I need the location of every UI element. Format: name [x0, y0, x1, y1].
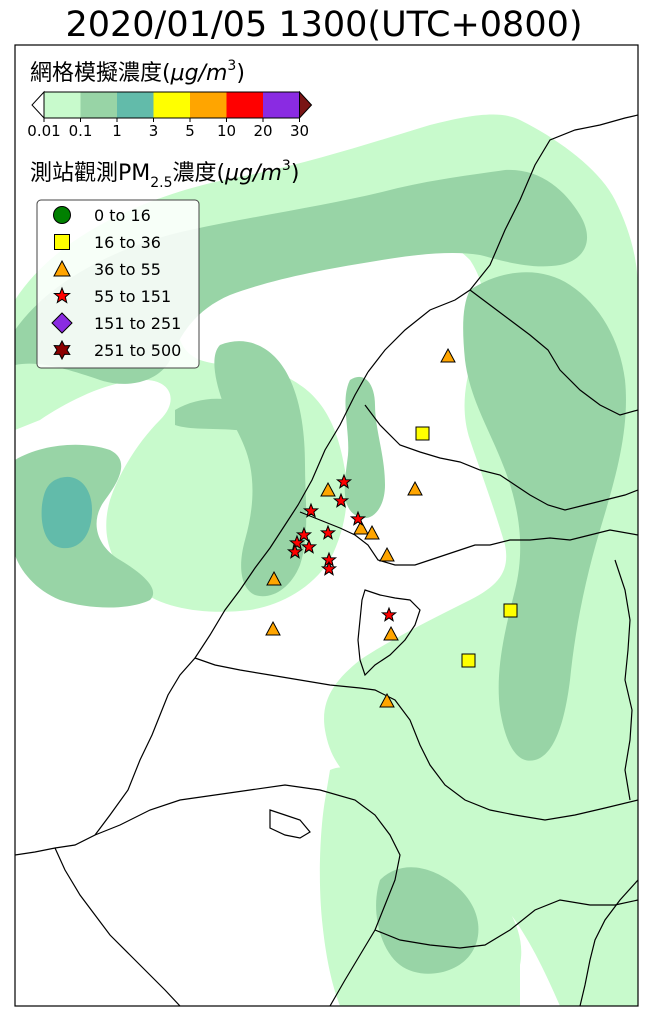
station-triangle [265, 620, 281, 636]
boundary-taoyuan-east [469, 289, 638, 416]
colorbar-tick-label: 0.01 [27, 122, 60, 140]
legend-marker-circle [53, 206, 71, 224]
legend-marker-triangle [53, 259, 71, 277]
boundaries [15, 114, 638, 1006]
grid-label: 網格模擬濃度(μg/m3) [30, 58, 245, 86]
colorbar-segment [44, 92, 81, 118]
legend-label: 251 to 500 [94, 341, 181, 360]
legend-label: 16 to 36 [94, 233, 161, 252]
legend-label: 0 to 16 [94, 206, 151, 225]
station-triangle [440, 347, 456, 363]
boundary-nw-islands [269, 809, 311, 839]
colorbar-outline [43, 91, 300, 119]
colorbar: 0.01 0.1 1 3 5 10 20 30 [27, 90, 313, 140]
legend: 0 to 16 16 to 36 36 to 55 55 to 151 151 to 2… [36, 199, 200, 369]
station-square [461, 653, 476, 668]
boundary-southwest [54, 847, 181, 1006]
station-star [380, 606, 398, 622]
legend-marker-star6 [53, 339, 71, 361]
station-square [415, 426, 430, 441]
boundary-hsinchu-city [357, 589, 421, 677]
station-triangle [266, 570, 282, 586]
colorbar-segment [263, 92, 300, 118]
station-triangle [364, 524, 380, 540]
legend-marker-square [54, 234, 70, 250]
legend-marker-diamond [51, 312, 73, 334]
station-triangle [407, 480, 423, 496]
station-star [332, 492, 350, 508]
station-star [349, 510, 367, 526]
boundary-east-ridge [614, 559, 633, 801]
colorbar-tick-label: 20 [253, 122, 272, 140]
contour-band-mid-plume [175, 398, 262, 431]
colorbar-extend-high [299, 90, 313, 120]
stations [265, 347, 518, 708]
station-triangle [320, 481, 336, 497]
colorbar-segment [80, 92, 117, 118]
boundary-east-coast [579, 879, 638, 1006]
station-star [300, 538, 318, 554]
station-label: 測站觀測PM2.5濃度(μg/m3) [30, 158, 299, 191]
colorbar-tick-label: 10 [217, 122, 236, 140]
colorbar-extend-low [31, 90, 45, 120]
boundary-taichung [94, 784, 401, 1006]
station-triangle [379, 692, 395, 708]
station-star [288, 534, 306, 550]
station-triangle [353, 519, 369, 535]
map-title: 2020/01/05 1300(UTC+0800) [65, 5, 582, 45]
boundary-nantou [374, 899, 638, 949]
station-stars [286, 473, 398, 622]
map-frame [14, 44, 639, 1007]
station-star [286, 543, 304, 559]
station-square [503, 603, 518, 618]
boundary-hsinchu [299, 511, 638, 566]
station-star [335, 473, 353, 489]
legend-label: 55 to 151 [94, 287, 171, 306]
colorbar-tick-label: 1 [112, 122, 122, 140]
colorbar-segment [190, 92, 227, 118]
boundary-miaoli [194, 657, 638, 821]
station-triangle [383, 625, 399, 641]
legend-label: 36 to 55 [94, 260, 161, 279]
legend-marker-star [53, 286, 71, 304]
contour-band-mid-inner [344, 376, 385, 519]
station-star [319, 524, 337, 540]
colorbar-segment [153, 92, 190, 118]
colorbar-tick-label: 3 [149, 122, 159, 140]
station-star [320, 560, 338, 576]
colorbar-tick-label: 5 [185, 122, 195, 140]
contour-band-dark [41, 476, 92, 549]
station-triangle [379, 546, 395, 562]
legend-label: 151 to 251 [94, 314, 181, 333]
station-star [302, 502, 320, 518]
colorbar-segment [226, 92, 263, 118]
colorbar-tick-label: 0.1 [69, 122, 93, 140]
boundary-taoyuan-north [367, 114, 638, 373]
station-star [295, 526, 313, 542]
boundary-inner-1 [364, 404, 638, 511]
legend-box [36, 199, 200, 369]
colorbar-segment [117, 92, 154, 118]
colorbar-tick-label: 30 [290, 122, 309, 140]
